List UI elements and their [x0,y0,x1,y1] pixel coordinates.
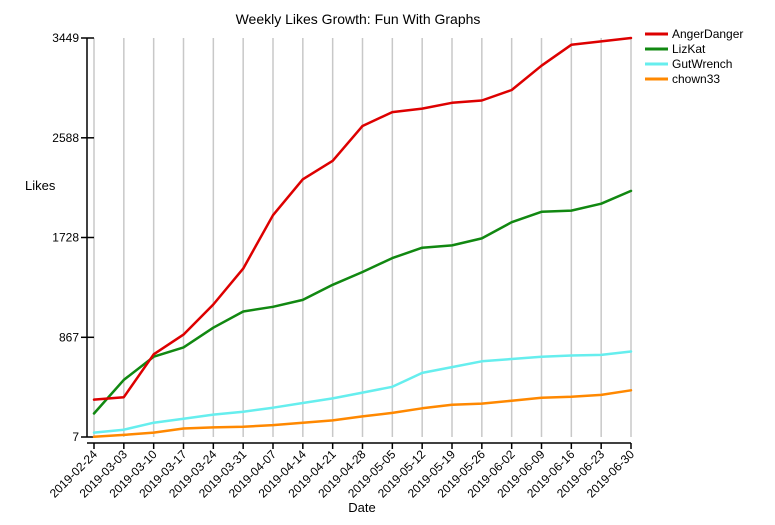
series-line-GutWrench [92,350,633,434]
y-tick-label: 3449 [52,31,79,45]
y-tick-label: 1728 [52,231,79,245]
y-tick-label: 2588 [52,131,79,145]
legend-label: GutWrench [672,57,732,71]
series-line-chown33 [92,389,633,438]
axes: 78671728258834492019-02-242019-03-032019… [47,31,638,501]
series-line-LizKat [92,189,633,415]
series-lines [92,36,633,438]
chart-title: Weekly Likes Growth: Fun With Graphs [236,11,481,27]
legend-label: AngerDanger [672,27,743,41]
legend-label: LizKat [672,42,706,56]
gridlines [93,38,632,437]
series-line-AngerDanger [92,36,633,401]
y-tick-label: 7 [72,430,79,444]
x-axis-label: Date [348,500,375,515]
y-tick-label: 867 [59,330,79,344]
y-axis-label: Likes [25,178,56,193]
legend-label: chown33 [672,72,720,86]
